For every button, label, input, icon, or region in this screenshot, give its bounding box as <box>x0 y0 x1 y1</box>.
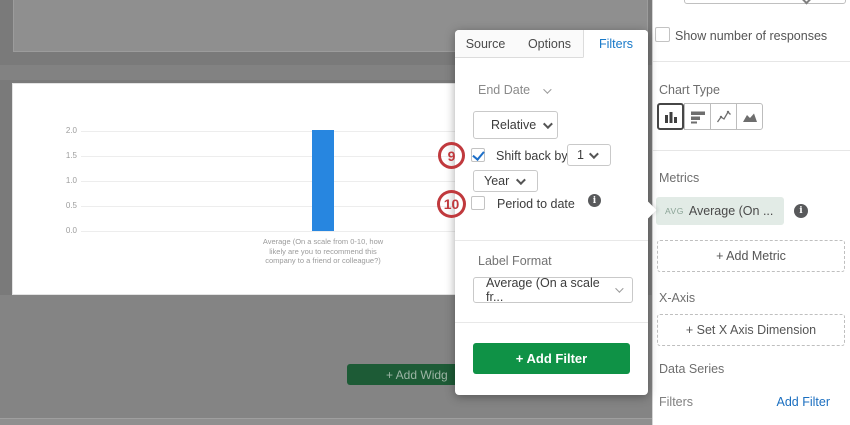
shift-back-unit-value: Year <box>484 174 510 188</box>
filters-section-label: Filters <box>659 395 694 409</box>
label-format-label: Label Format <box>478 254 552 268</box>
shift-back-count-select[interactable]: 1 <box>567 144 611 166</box>
data-series-label: Data Series <box>659 362 725 376</box>
shift-back-unit-select[interactable]: Year <box>473 170 538 192</box>
popup-divider <box>455 322 648 323</box>
chevron-down-icon <box>588 148 599 159</box>
chart-type-horizontal-bar-button[interactable] <box>684 103 711 130</box>
end-date-type-select[interactable]: Relative <box>473 111 558 139</box>
show-responses-label: Show number of responses <box>675 29 828 43</box>
vertical-bar-chart-icon <box>664 111 677 123</box>
chart-type-label: Chart Type <box>659 83 720 97</box>
x-axis-category-label: Average (On a scale from 0-10, how likel… <box>262 237 384 265</box>
add-filter-button[interactable]: + Add Filter <box>473 343 630 374</box>
chevron-down-icon <box>542 85 552 94</box>
sidebar-divider <box>653 61 850 62</box>
metrics-label: Metrics <box>659 171 700 185</box>
chevron-down-icon <box>543 118 554 129</box>
settings-sidebar: Show number of responses Chart Type <box>652 0 850 425</box>
gridline <box>81 206 537 207</box>
info-icon[interactable]: i <box>588 194 601 207</box>
gridline <box>81 131 537 132</box>
y-tick-label: 0.5 <box>65 201 77 210</box>
y-tick-label: 1.5 <box>65 151 77 160</box>
gridline <box>81 181 537 182</box>
sidebar-divider <box>653 150 850 151</box>
shift-back-checkbox[interactable] <box>471 148 485 162</box>
end-date-type-value: Relative <box>491 118 537 132</box>
y-tick-label: 0.0 <box>65 226 77 235</box>
chevron-down-icon <box>615 284 624 293</box>
chevron-down-icon <box>516 174 527 185</box>
annotation-step-9: 9 <box>438 142 465 169</box>
gridline <box>81 231 537 232</box>
line-chart-icon <box>716 110 731 122</box>
x-axis-label: X-Axis <box>659 291 696 305</box>
popup-divider <box>455 240 648 241</box>
chart-type-line-button[interactable] <box>710 103 737 130</box>
popup-tab-bar: Source Options Filters <box>455 30 648 58</box>
annotation-step-10: 10 <box>437 190 466 218</box>
period-to-date-label: Period to date <box>497 197 575 211</box>
show-responses-checkbox[interactable] <box>655 27 670 42</box>
label-format-select[interactable]: Average (On a scale fr... <box>473 276 633 304</box>
metric-aggregation-prefix: AVG <box>665 206 684 216</box>
end-date-label[interactable]: End Date <box>478 83 552 97</box>
shift-back-label: Shift back by <box>496 149 568 163</box>
canvas-bottom-edge <box>0 418 652 425</box>
info-icon[interactable]: i <box>794 204 808 218</box>
metric-filter-popup: Source Options Filters End Date Relative… <box>455 30 657 395</box>
y-tick-label: 2.0 <box>65 126 77 135</box>
gridline <box>81 156 537 157</box>
sidebar-add-filter-link[interactable]: Add Filter <box>776 395 831 409</box>
horizontal-bar-chart-icon <box>690 111 705 123</box>
period-to-date-checkbox[interactable] <box>471 196 485 210</box>
partial-input[interactable] <box>684 0 846 4</box>
metric-pill-label: Average (On ... <box>688 204 774 218</box>
tab-options[interactable]: Options <box>527 37 572 51</box>
shift-back-count-value: 1 <box>577 148 584 162</box>
metric-pill[interactable]: AVG Average (On ... <box>656 197 784 225</box>
area-chart-icon <box>742 113 757 122</box>
add-metric-button[interactable]: + Add Metric <box>657 240 845 272</box>
tab-filters[interactable]: Filters <box>583 30 648 58</box>
tab-source[interactable]: Source <box>465 37 506 51</box>
end-date-label-text: End Date <box>478 83 531 97</box>
chart-type-vertical-bar-button[interactable] <box>657 103 684 130</box>
chart-type-area-button[interactable] <box>736 103 763 130</box>
bar <box>312 130 334 231</box>
y-tick-label: 1.0 <box>65 176 77 185</box>
label-format-value: Average (On a scale fr... <box>486 276 600 304</box>
set-x-axis-dimension-button[interactable]: + Set X Axis Dimension <box>657 314 845 346</box>
